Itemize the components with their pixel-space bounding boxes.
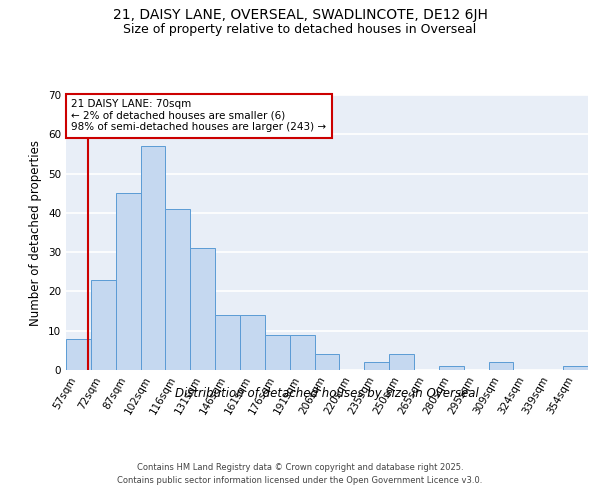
Bar xyxy=(265,334,290,370)
Bar xyxy=(364,362,389,370)
Bar xyxy=(314,354,340,370)
Text: Distribution of detached houses by size in Overseal: Distribution of detached houses by size … xyxy=(175,388,479,400)
Bar xyxy=(66,338,91,370)
Text: Size of property relative to detached houses in Overseal: Size of property relative to detached ho… xyxy=(124,22,476,36)
Bar xyxy=(215,315,240,370)
Text: 21, DAISY LANE, OVERSEAL, SWADLINCOTE, DE12 6JH: 21, DAISY LANE, OVERSEAL, SWADLINCOTE, D… xyxy=(113,8,487,22)
Bar xyxy=(140,146,166,370)
Text: Contains HM Land Registry data © Crown copyright and database right 2025.: Contains HM Land Registry data © Crown c… xyxy=(137,462,463,471)
Bar xyxy=(166,209,190,370)
Text: Contains public sector information licensed under the Open Government Licence v3: Contains public sector information licen… xyxy=(118,476,482,485)
Bar xyxy=(439,366,464,370)
Bar xyxy=(116,193,140,370)
Bar xyxy=(563,366,588,370)
Bar xyxy=(190,248,215,370)
Y-axis label: Number of detached properties: Number of detached properties xyxy=(29,140,43,326)
Bar xyxy=(240,315,265,370)
Bar xyxy=(488,362,514,370)
Text: 21 DAISY LANE: 70sqm
← 2% of detached houses are smaller (6)
98% of semi-detache: 21 DAISY LANE: 70sqm ← 2% of detached ho… xyxy=(71,99,326,132)
Bar xyxy=(290,334,314,370)
Bar xyxy=(389,354,414,370)
Bar xyxy=(91,280,116,370)
